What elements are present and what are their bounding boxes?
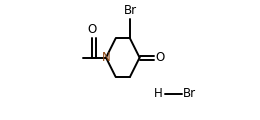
Text: O: O (88, 23, 97, 36)
Text: N: N (102, 51, 110, 64)
Text: Br: Br (124, 4, 136, 17)
Text: Br: Br (183, 87, 197, 100)
Text: H: H (154, 87, 163, 100)
Text: O: O (156, 51, 165, 64)
